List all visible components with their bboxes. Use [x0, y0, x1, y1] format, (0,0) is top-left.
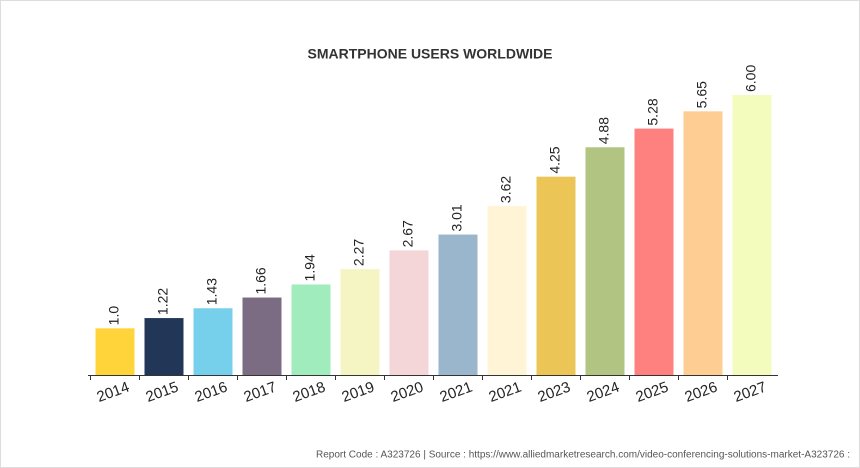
bar [242, 297, 282, 375]
bar [487, 206, 527, 375]
value-label: 5.28 [645, 98, 661, 125]
value-label: 4.88 [596, 117, 612, 144]
bar [732, 95, 772, 375]
bar [536, 176, 576, 375]
value-label: 2.27 [351, 239, 367, 266]
chart-title: SMARTPHONE USERS WORLDWIDE [308, 46, 553, 62]
bar [683, 111, 723, 375]
value-label: 3.01 [449, 204, 465, 231]
value-label: 1.22 [155, 288, 171, 315]
footer: Report Code : A323726 | Source : https:/… [316, 450, 850, 461]
value-label: 5.65 [694, 81, 710, 108]
bar [144, 318, 184, 375]
value-label: 1.0 [106, 306, 122, 326]
value-label: 3.62 [498, 176, 514, 203]
value-label: 1.94 [302, 254, 318, 281]
value-label: 4.25 [547, 146, 563, 173]
bar [438, 234, 478, 375]
bar [291, 284, 331, 375]
value-label: 6.00 [743, 65, 759, 92]
bar [585, 147, 625, 375]
bar [193, 308, 233, 375]
bar [389, 250, 429, 375]
bar [634, 128, 674, 375]
bar [95, 328, 135, 375]
value-label: 1.43 [204, 278, 220, 305]
value-label: 1.66 [253, 267, 269, 294]
bar [340, 269, 380, 375]
value-label: 2.67 [400, 220, 416, 247]
